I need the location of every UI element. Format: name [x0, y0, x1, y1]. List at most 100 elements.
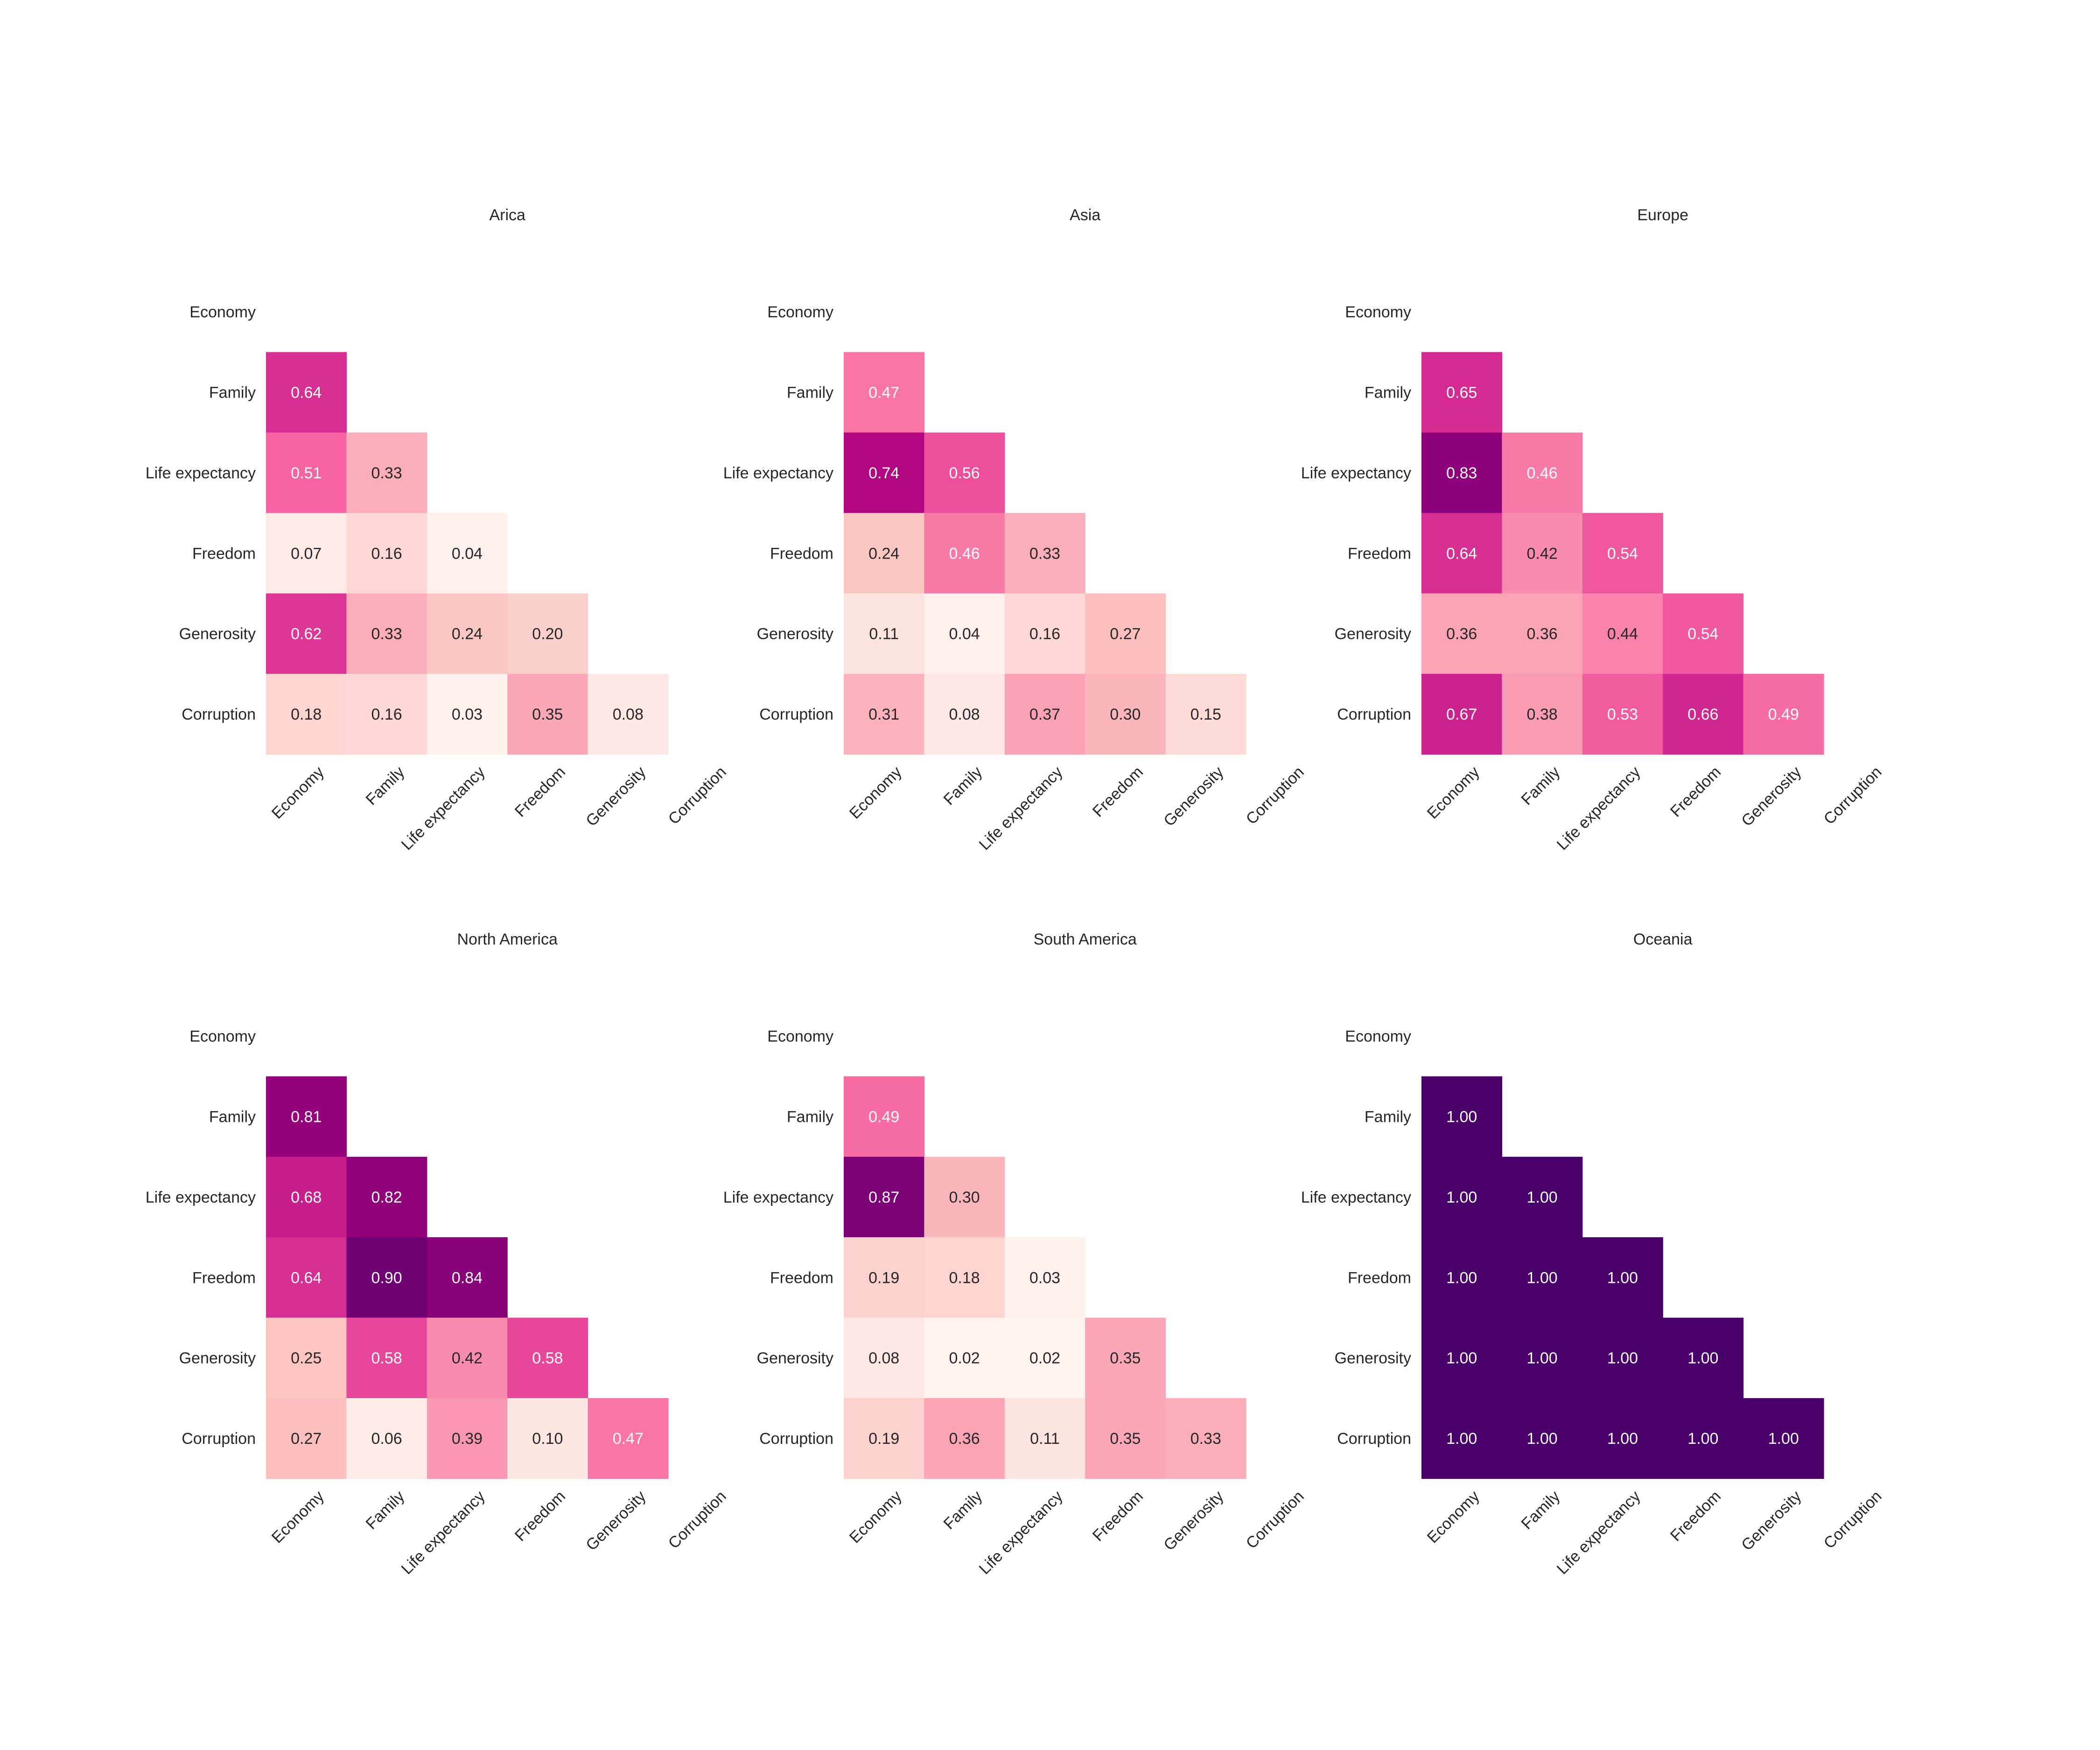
cell-value-label: 1.00	[1607, 1430, 1638, 1448]
y-tick-label: Generosity	[1335, 1350, 1411, 1367]
cell-value-label: 0.81	[291, 1108, 322, 1126]
cell-value-label: 0.19	[868, 1430, 899, 1448]
heatmap-cell	[844, 674, 924, 755]
cell-value-label: 1.00	[1446, 1269, 1477, 1287]
heatmap-cell	[1421, 674, 1502, 755]
cell-value-label: 0.90	[371, 1269, 402, 1287]
y-tick-label: Freedom	[770, 545, 833, 562]
heatmap-cell	[266, 1076, 347, 1157]
heatmap-cell	[924, 1156, 1005, 1238]
panel-title: South America	[1034, 931, 1137, 948]
heatmap-cell	[1421, 1237, 1502, 1318]
heatmap-cell	[1085, 1317, 1166, 1399]
cell-value-label: 0.36	[1527, 625, 1558, 643]
cell-value-label: 0.03	[1029, 1269, 1060, 1287]
x-tick-label: Family	[940, 763, 986, 809]
cell-value-label: 1.00	[1446, 1430, 1477, 1448]
heatmap-cell	[266, 513, 347, 594]
cell-value-label: 0.36	[1446, 625, 1477, 643]
cell-value-label: 0.58	[371, 1350, 402, 1367]
cell-value-label: 0.46	[1527, 464, 1558, 482]
y-tick-label: Economy	[189, 1028, 256, 1045]
heatmap-cell	[427, 1237, 508, 1318]
x-tick-label: Family	[1518, 763, 1564, 809]
heatmap-cell	[1004, 1237, 1085, 1318]
heatmap-cell	[346, 1317, 427, 1399]
heatmap-cell	[1085, 593, 1166, 674]
x-tick-label: Life expectancy	[976, 1487, 1066, 1578]
x-tick-label: Freedom	[1089, 763, 1147, 820]
cell-value-label: 0.03	[452, 706, 483, 723]
x-tick-label: Life expectancy	[1554, 763, 1644, 854]
y-tick-label: Family	[1365, 1108, 1411, 1126]
heatmap-cell	[1663, 674, 1744, 755]
x-tick-label: Generosity	[1738, 1487, 1805, 1554]
x-tick-label: Generosity	[1160, 763, 1227, 830]
cell-value-label: 0.84	[452, 1269, 483, 1287]
heatmap-cell	[427, 593, 508, 674]
cell-value-label: 0.35	[1110, 1430, 1141, 1448]
x-tick-label: Generosity	[1160, 1487, 1227, 1554]
heatmap-cell	[1085, 674, 1166, 755]
x-tick-label: Life expectancy	[398, 1487, 489, 1578]
cell-value-label: 0.18	[949, 1269, 980, 1287]
cell-value-label: 0.16	[1029, 625, 1060, 643]
cell-value-label: 0.33	[1190, 1430, 1221, 1448]
y-tick-label: Life expectancy	[146, 464, 256, 482]
y-tick-label: Corruption	[759, 1430, 833, 1448]
heatmap-cell	[1502, 513, 1583, 594]
heatmap-cell	[266, 1398, 347, 1479]
cell-value-label: 0.44	[1607, 625, 1638, 643]
y-tick-label: Freedom	[770, 1269, 833, 1287]
cell-value-label: 0.83	[1446, 464, 1477, 482]
x-tick-label: Family	[940, 1487, 986, 1533]
heatmap-cell	[924, 674, 1005, 755]
heatmap-cell	[427, 1317, 508, 1399]
heatmap-cell	[588, 1398, 669, 1479]
heatmap-cell	[266, 674, 347, 755]
x-tick-label: Life expectancy	[398, 763, 489, 854]
heatmap-cell	[507, 593, 588, 674]
heatmap-cell	[924, 593, 1005, 674]
cell-value-label: 0.24	[868, 545, 899, 562]
x-tick-label: Generosity	[582, 763, 649, 830]
panel-title: Oceania	[1633, 931, 1693, 948]
heatmap-cell	[507, 1398, 588, 1479]
cell-value-label: 0.15	[1190, 706, 1221, 723]
cell-value-label: 0.30	[1110, 706, 1141, 723]
heatmap-cell	[1421, 513, 1502, 594]
y-tick-label: Family	[787, 1108, 833, 1126]
cell-value-label: 0.25	[291, 1350, 322, 1367]
cell-value-label: 0.62	[291, 625, 322, 643]
heatmap-cell	[924, 513, 1005, 594]
heatmap-panel: South America 0.49 0.87 0.30 0.19 0.18 0.03 0.0…	[723, 931, 1308, 1578]
x-tick-label: Generosity	[1738, 763, 1805, 830]
heatmap-cell	[1502, 1156, 1583, 1238]
heatmap-cell	[844, 513, 924, 594]
y-tick-label: Family	[1365, 384, 1411, 402]
x-tick-label: Economy	[268, 1487, 328, 1547]
heatmap-cell	[1582, 674, 1663, 755]
heatmap-cell	[427, 674, 508, 755]
x-tick-label: Freedom	[1667, 763, 1724, 820]
y-tick-label: Economy	[189, 303, 256, 321]
x-tick-label: Corruption	[1243, 1487, 1308, 1552]
y-tick-label: Life expectancy	[723, 464, 833, 482]
heatmap-cell	[266, 1156, 347, 1238]
cell-value-label: 0.11	[1030, 1430, 1060, 1448]
y-tick-label: Life expectancy	[1301, 1189, 1411, 1206]
cell-value-label: 0.68	[291, 1189, 322, 1206]
cell-value-label: 0.33	[371, 464, 402, 482]
heatmap-cell	[1663, 1398, 1744, 1479]
y-tick-label: Family	[209, 384, 256, 402]
cell-value-label: 0.10	[532, 1430, 563, 1448]
heatmap-panel: Arica 0.64 0.51 0.33 0.07 0.16 0.04 0.62 0.33 0.2…	[146, 206, 730, 854]
y-tick-label: Corruption	[1337, 1430, 1411, 1448]
heatmap-cell	[1582, 1317, 1663, 1399]
y-tick-label: Corruption	[182, 1430, 256, 1448]
x-tick-label: Economy	[846, 763, 905, 822]
x-tick-label: Economy	[1424, 1487, 1483, 1547]
cell-value-label: 0.19	[868, 1269, 899, 1287]
cell-value-label: 0.08	[613, 706, 644, 723]
